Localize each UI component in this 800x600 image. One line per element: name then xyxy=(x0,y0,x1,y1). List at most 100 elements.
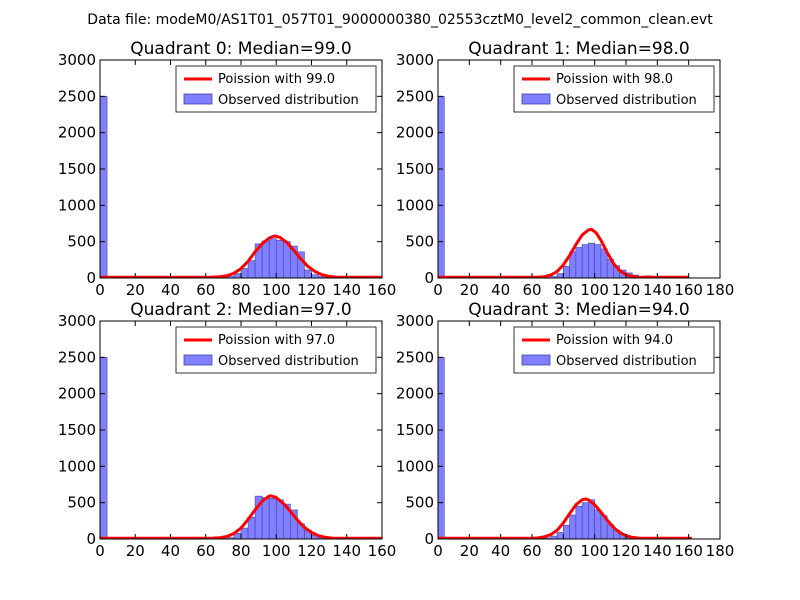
quadrant-3-xtick-label-8: 160 xyxy=(674,542,703,560)
quadrant-1-xtick-label-6: 120 xyxy=(612,281,641,299)
quadrant-1-ytick-label-0: 0 xyxy=(424,269,434,287)
quadrant-1-legend: Poission with 98.0 Observed distribution xyxy=(513,65,715,113)
quadrant-3-ytick-label-6: 3000 xyxy=(396,312,434,330)
quadrant-1-ytick-label-3: 1500 xyxy=(396,160,434,178)
quadrant-2-xtick-label-6: 120 xyxy=(297,542,326,560)
quadrant-2-legend-label-curve: Poission with 97.0 xyxy=(218,333,335,348)
quadrant-1-ytick-label-1: 500 xyxy=(405,233,434,251)
quadrant-2-xtick-label-8: 160 xyxy=(368,542,397,560)
quadrant-3-hist-bar-7 xyxy=(569,514,577,539)
quadrant-0-title: Quadrant 0: Median=99.0 xyxy=(130,39,352,59)
figure-suptitle: Data file: modeM0/AS1T01_057T01_90000003… xyxy=(87,12,713,28)
quadrant-3-xtick-label-9: 180 xyxy=(706,542,735,560)
quadrant-0-xtick-label-8: 160 xyxy=(368,281,397,299)
quadrant-0-xtick-label-4: 80 xyxy=(231,281,250,299)
quadrant-2-legend-bar-swatch xyxy=(183,354,213,366)
quadrant-3-legend-bar-swatch xyxy=(521,354,551,366)
quadrant-1-hist-bar-8 xyxy=(588,242,595,278)
quadrant-3-xtick-label-3: 60 xyxy=(522,542,541,560)
quadrant-1-xtick-label-5: 100 xyxy=(580,281,609,299)
quadrant-2-xtick-label-1: 20 xyxy=(126,542,145,560)
quadrant-1-xtick-label-4: 80 xyxy=(554,281,573,299)
quadrant-0-xtick-label-7: 140 xyxy=(332,281,361,299)
quadrant-2-poisson-curve xyxy=(100,494,382,539)
quadrant-0-ytick-label-0: 0 xyxy=(86,269,96,287)
quadrant-1-ytick-label-5: 2500 xyxy=(396,87,434,105)
quadrant-2-hist-bar-7 xyxy=(261,497,270,539)
quadrant-2-hist-bar-9 xyxy=(275,499,284,539)
quadrant-2-xtick-label-7: 140 xyxy=(332,542,361,560)
quadrant-0-hist-bar-7 xyxy=(261,240,270,278)
quadrant-0-xtick-label-5: 100 xyxy=(262,281,291,299)
quadrant-2-hist-bar-4 xyxy=(240,527,249,539)
quadrant-1-xtick-label-1: 20 xyxy=(460,281,479,299)
quadrant-0-xtick-label-6: 120 xyxy=(297,281,326,299)
quadrant-1-hist-bar-4 xyxy=(563,266,570,278)
quadrant-0-hist-bar-13 xyxy=(304,269,312,278)
quadrant-3-legend-label-hist: Observed distribution xyxy=(556,354,697,369)
quadrant-3-poisson-curve xyxy=(438,497,692,539)
quadrant-0-ytick-label-1: 500 xyxy=(67,233,96,251)
quadrant-0-legend-label-hist: Observed distribution xyxy=(218,93,359,108)
quadrant-1-poisson-curve xyxy=(438,227,689,278)
quadrant-3-xtick-label-4: 80 xyxy=(554,542,573,560)
quadrant-2-xtick-label-5: 100 xyxy=(262,542,291,560)
quadrant-3-ytick-label-5: 2500 xyxy=(396,348,434,366)
quadrant-1-hist-bar-9 xyxy=(594,244,602,278)
quadrant-3-ytick-label-2: 1000 xyxy=(396,457,434,475)
quadrant-2-title: Quadrant 2: Median=97.0 xyxy=(130,300,352,320)
quadrant-1-xtick-label-2: 40 xyxy=(491,281,510,299)
quadrant-3-hist-bar-0 xyxy=(438,357,445,539)
quadrant-3-ytick-label-0: 0 xyxy=(424,530,434,548)
quadrant-0-ytick-label-3: 1500 xyxy=(58,160,96,178)
quadrant-0-ytick-label-6: 3000 xyxy=(58,51,96,69)
quadrant-3-hist-bar-9 xyxy=(581,502,589,539)
quadrant-2-ytick-label-0: 0 xyxy=(86,530,96,548)
quadrant-2-ytick-label-6: 3000 xyxy=(58,312,96,330)
quadrant-2-xtick-label-4: 80 xyxy=(231,542,250,560)
quadrant-0-xtick-label-1: 20 xyxy=(126,281,145,299)
quadrant-3-xtick-label-0: 0 xyxy=(433,542,443,560)
quadrant-1-legend-label-hist: Observed distribution xyxy=(556,93,697,108)
quadrant-0-hist-bar-5 xyxy=(247,260,256,278)
quadrant-2-ytick-label-4: 2000 xyxy=(58,385,96,403)
quadrant-3-xtick-label-5: 100 xyxy=(580,542,609,560)
quadrant-3-xtick-label-2: 40 xyxy=(491,542,510,560)
quadrant-1-xtick-label-0: 0 xyxy=(433,281,443,299)
quadrant-2-legend-label-hist: Observed distribution xyxy=(218,354,359,369)
quadrant-2-legend: Poission with 97.0 Observed distribution xyxy=(175,326,377,374)
quadrant-1-xtick-label-8: 160 xyxy=(674,281,703,299)
quadrant-3-ytick-label-4: 2000 xyxy=(396,385,434,403)
quadrant-2-xtick-label-0: 0 xyxy=(95,542,105,560)
quadrant-0-legend-bar-swatch xyxy=(183,93,213,105)
quadrant-2-chart: 0 20 40 60 80 100 120 140 160 0 500 1000 1500 2000 250… xyxy=(58,300,397,560)
quadrant-0-ytick-label-4: 2000 xyxy=(58,124,96,142)
quadrant-3-ytick-label-3: 1500 xyxy=(396,421,434,439)
quadrant-0-legend-label-curve: Poission with 99.0 xyxy=(218,72,335,87)
quadrant-0-xtick-label-3: 60 xyxy=(196,281,215,299)
quadrant-1-xtick-label-3: 60 xyxy=(522,281,541,299)
quadrant-3-xtick-label-7: 140 xyxy=(643,542,672,560)
quadrant-3-hist-bar-8 xyxy=(575,505,583,539)
quadrant-2-hist-bar-0 xyxy=(100,357,108,539)
quadrant-0-legend: Poission with 99.0 Observed distribution xyxy=(175,65,377,113)
quadrant-3-hist-bar-6 xyxy=(563,524,570,539)
quadrant-0-hist-bar-0 xyxy=(100,96,108,278)
quadrant-1-hist-bar-6 xyxy=(575,247,583,278)
quadrant-2-xtick-label-2: 40 xyxy=(161,542,180,560)
quadrant-3-hist-bar-11 xyxy=(594,509,602,539)
quadrant-1-xtick-label-7: 140 xyxy=(643,281,672,299)
quadrant-3-ytick-label-1: 500 xyxy=(405,494,434,512)
quadrant-1-legend-bar-swatch xyxy=(521,93,551,105)
quadrant-3-hist-bar-5 xyxy=(556,532,564,539)
quadrant-1-legend-label-curve: Poission with 98.0 xyxy=(556,72,673,87)
quadrant-1-chart: 0 20 40 60 80 100 120 140 160 180 0 500 1000 1500 2000… xyxy=(396,39,735,299)
quadrant-1-ytick-label-4: 2000 xyxy=(396,124,434,142)
quadrant-1-hist-bar-0 xyxy=(438,96,445,278)
quadrant-1-title: Quadrant 1: Median=98.0 xyxy=(468,39,690,59)
quadrant-0-chart: 0 20 40 60 80 100 120 140 160 0 500 1000 1500 2000 250… xyxy=(58,39,397,299)
quadrant-0-ytick-label-5: 2500 xyxy=(58,87,96,105)
quadrant-1-ytick-label-2: 1000 xyxy=(396,196,434,214)
quadrant-3-xtick-label-6: 120 xyxy=(612,542,641,560)
